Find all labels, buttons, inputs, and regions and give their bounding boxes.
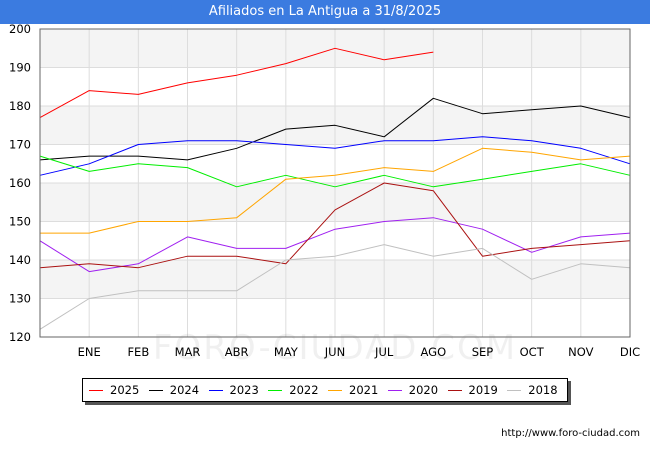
legend-label: 2024 bbox=[169, 383, 200, 397]
legend-label: 2025 bbox=[110, 383, 140, 397]
legend-label: 2019 bbox=[468, 383, 498, 397]
chart-legend: 2025 2024 2023 2022 2021 2020 2019 2018 bbox=[82, 378, 568, 402]
series-line-2024 bbox=[39, 97, 631, 161]
y-tick-label: 200 bbox=[9, 24, 31, 36]
legend-item-2021: 2021 bbox=[328, 383, 388, 397]
watermark: FORO-CIUDAD.COM bbox=[153, 328, 517, 368]
legend-label: 2022 bbox=[289, 383, 319, 397]
y-tick-label: 150 bbox=[9, 215, 31, 229]
legend-item-2018: 2018 bbox=[507, 383, 567, 397]
legend-item-2022: 2022 bbox=[268, 383, 328, 397]
x-tick-label: MAY bbox=[274, 345, 299, 359]
x-tick-label: FEB bbox=[127, 345, 149, 359]
series-line-2023 bbox=[39, 136, 631, 176]
x-tick-label: MAR bbox=[175, 345, 201, 359]
series-line-2019 bbox=[39, 182, 631, 269]
series-line-2022 bbox=[39, 155, 631, 188]
y-tick-label: 190 bbox=[9, 61, 31, 75]
y-tick-label: 160 bbox=[9, 176, 31, 190]
legend-item-2025: 2025 bbox=[89, 383, 149, 397]
legend-swatch bbox=[148, 389, 163, 391]
legend-item-2023: 2023 bbox=[208, 383, 269, 397]
legend-swatch bbox=[507, 389, 522, 391]
legend-swatch bbox=[89, 389, 103, 391]
legend-label: 2021 bbox=[349, 383, 379, 397]
y-tick-label: 120 bbox=[9, 330, 31, 344]
legend-label: 2020 bbox=[408, 383, 439, 397]
x-tick-label: OCT bbox=[520, 345, 545, 359]
source-url[interactable]: http://www.foro-ciudad.com bbox=[501, 428, 640, 439]
y-tick-label: 170 bbox=[9, 138, 31, 152]
legend-swatch bbox=[387, 389, 402, 391]
legend-label: 2018 bbox=[528, 383, 558, 397]
legend-item-2020: 2020 bbox=[387, 383, 448, 397]
x-tick-label: AGO bbox=[421, 345, 447, 359]
legend-label: 2023 bbox=[229, 383, 259, 397]
y-tick-label: 130 bbox=[9, 292, 31, 306]
x-tick-label: JUL bbox=[374, 345, 394, 359]
x-tick-label: NOV bbox=[568, 345, 593, 359]
series-line-2020 bbox=[39, 217, 631, 273]
legend-item-2019: 2019 bbox=[447, 383, 508, 397]
series-line-2025 bbox=[39, 47, 434, 119]
x-tick-label: SEP bbox=[472, 345, 494, 359]
y-tick-label: 180 bbox=[9, 99, 31, 113]
legend-swatch bbox=[208, 389, 223, 391]
series-line-2021 bbox=[40, 147, 631, 234]
x-tick-label: ENE bbox=[78, 345, 101, 359]
legend-swatch bbox=[447, 389, 462, 391]
x-tick-label: JUN bbox=[324, 345, 345, 359]
series-line-2018 bbox=[39, 244, 631, 330]
legend-item-2024: 2024 bbox=[148, 383, 209, 397]
y-tick-label: 140 bbox=[9, 253, 31, 267]
legend-swatch bbox=[328, 389, 342, 391]
x-tick-label: DIC bbox=[620, 345, 640, 359]
plot-border bbox=[39, 28, 631, 338]
title-bar bbox=[0, 0, 650, 24]
line-chart: FORO-CIUDAD.COM 120 130 140 150 160 170 180 190 2… bbox=[9, 24, 640, 368]
chart-title: Afiliados en La Antigua a 31/8/2025 bbox=[208, 4, 442, 19]
legend-swatch bbox=[268, 389, 283, 391]
x-tick-label: ABR bbox=[225, 345, 249, 359]
